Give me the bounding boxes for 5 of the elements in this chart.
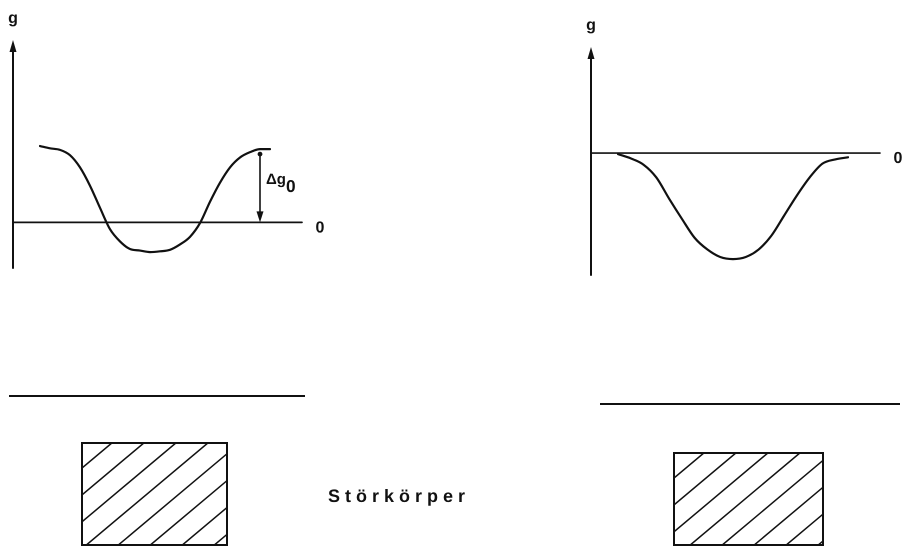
ref-line-label: 0	[894, 150, 903, 168]
ref-line-label: 0	[316, 219, 325, 236]
y-axis-title: g	[586, 17, 596, 34]
text: Störkörper	[328, 486, 470, 507]
y-axis-title: g	[8, 10, 18, 27]
